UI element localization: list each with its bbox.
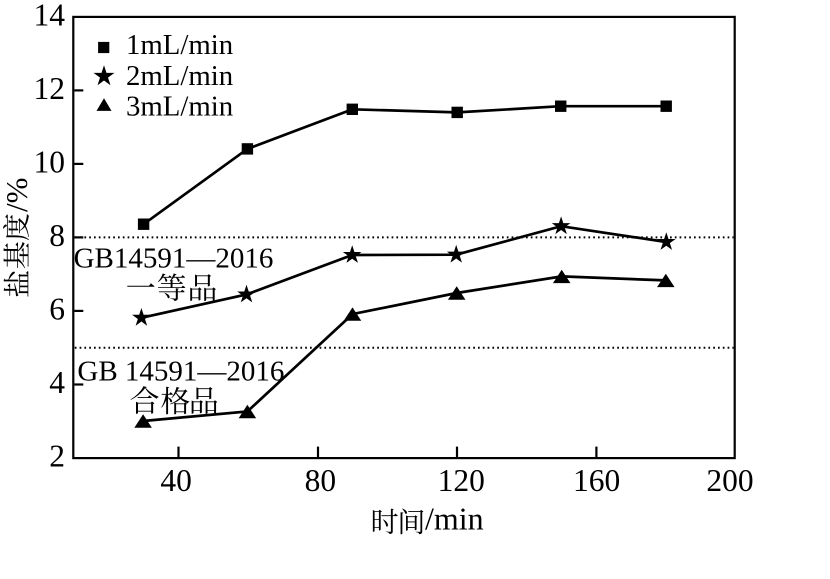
svg-text:12: 12: [34, 71, 66, 106]
svg-text:200: 200: [706, 463, 753, 498]
svg-text:80: 80: [305, 463, 337, 498]
svg-text:/%: /%: [0, 178, 34, 212]
svg-text:GB 14591—2016: GB 14591—2016: [77, 356, 284, 388]
svg-text:1mL/min: 1mL/min: [126, 29, 233, 61]
svg-text:120: 120: [438, 463, 485, 498]
svg-text:10: 10: [34, 144, 66, 179]
svg-text:8: 8: [49, 218, 65, 253]
svg-text:2: 2: [49, 439, 65, 474]
svg-text:3mL/min: 3mL/min: [126, 91, 233, 123]
svg-text:2mL/min: 2mL/min: [126, 60, 233, 92]
svg-text:14: 14: [34, 0, 66, 32]
svg-text:160: 160: [573, 463, 620, 498]
svg-text:/min: /min: [425, 500, 484, 536]
svg-text:6: 6: [49, 291, 65, 326]
svg-text:4: 4: [49, 365, 65, 400]
svg-text:GB14591—2016: GB14591—2016: [74, 243, 274, 275]
svg-text:40: 40: [160, 463, 192, 498]
